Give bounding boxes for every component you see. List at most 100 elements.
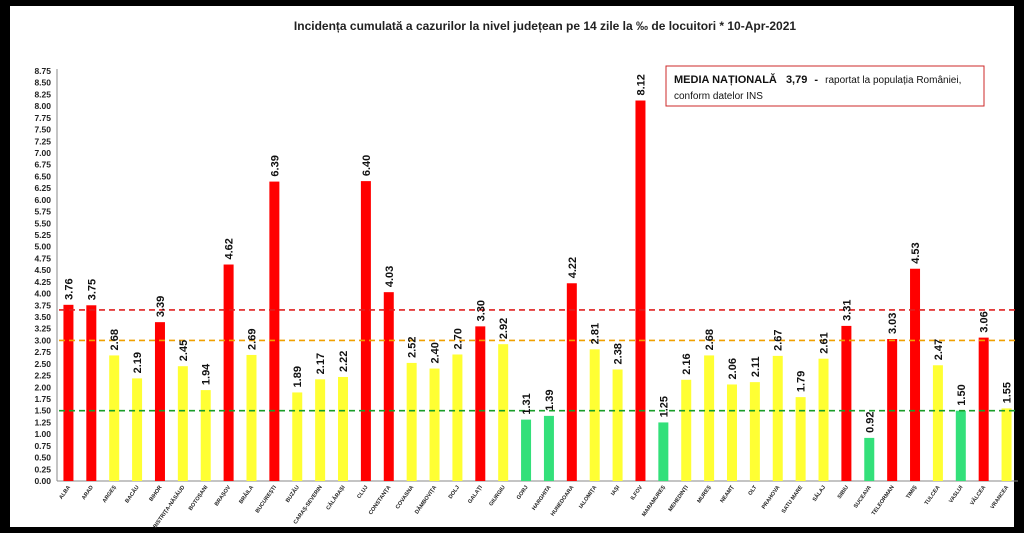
bar xyxy=(955,410,966,481)
data-label: 2.92 xyxy=(498,318,510,339)
x-tick-label: DÂMBOVIȚA xyxy=(413,484,438,515)
data-label: 2.22 xyxy=(338,351,350,372)
data-label: 0.92 xyxy=(864,411,876,432)
data-label: 2.67 xyxy=(773,329,785,350)
y-tick-label: 8.50 xyxy=(34,78,51,88)
y-tick-label: 1.25 xyxy=(34,417,51,427)
data-label: 1.79 xyxy=(796,371,808,392)
data-label: 4.22 xyxy=(567,257,579,278)
x-tick-label: VÂLCEA xyxy=(969,484,988,507)
y-tick-label: 8.00 xyxy=(34,101,51,111)
bar xyxy=(177,366,188,481)
data-label: 2.52 xyxy=(407,336,419,357)
x-tick-label: SIBIU xyxy=(837,485,850,500)
y-axis: 0.000.250.500.751.001.251.501.752.002.25… xyxy=(34,66,1018,486)
bar xyxy=(841,325,852,481)
y-tick-label: 5.75 xyxy=(34,207,51,217)
bar xyxy=(475,326,486,481)
y-tick-label: 6.50 xyxy=(34,171,51,181)
bar xyxy=(589,349,600,481)
bar xyxy=(543,415,554,481)
data-label: 2.68 xyxy=(109,329,121,350)
y-tick-label: 2.50 xyxy=(34,359,51,369)
bar xyxy=(223,264,234,481)
data-label: 2.11 xyxy=(750,356,762,377)
data-label: 2.45 xyxy=(178,340,190,361)
x-tick-label: CONSTANȚA xyxy=(368,485,392,516)
y-tick-label: 8.25 xyxy=(34,89,51,99)
y-tick-label: 0.75 xyxy=(34,441,51,451)
y-tick-label: 7.75 xyxy=(34,113,51,123)
bar xyxy=(704,355,715,481)
bar xyxy=(292,392,303,481)
chart-title: Incidența cumulată a cazurilor la nivel … xyxy=(294,19,796,33)
national-average-dash: - xyxy=(814,74,818,86)
x-tick-label: VRANCEA xyxy=(990,485,1011,511)
y-tick-label: 4.75 xyxy=(34,253,51,263)
x-tick-label: TULCEA xyxy=(924,485,942,507)
national-average-box xyxy=(665,65,985,107)
x-tick-label: COVASNA xyxy=(395,485,415,511)
x-tick-label: MARAMUREȘ xyxy=(641,484,667,517)
bar xyxy=(63,304,74,481)
y-tick-label: 6.75 xyxy=(34,160,51,170)
data-label: 2.69 xyxy=(246,329,258,350)
data-label: 2.38 xyxy=(613,343,625,364)
bars-group xyxy=(63,100,1012,482)
x-tick-label: SUCEAVA xyxy=(853,485,873,510)
bar xyxy=(521,419,532,481)
bar xyxy=(109,355,120,481)
y-tick-label: 5.00 xyxy=(34,242,51,252)
data-label: 3.39 xyxy=(155,296,167,317)
bar xyxy=(681,379,692,481)
y-tick-label: 1.75 xyxy=(34,394,51,404)
data-label: 4.53 xyxy=(910,242,922,263)
national-average-note: MEDIA NAȚIONALĂ 3,79 - raportat la popul… xyxy=(665,65,985,107)
national-average-text-line2: conform datelor INS xyxy=(674,91,763,102)
y-tick-label: 4.25 xyxy=(34,277,51,287)
bar xyxy=(910,268,921,481)
bar xyxy=(932,365,943,481)
data-label: 3.31 xyxy=(841,299,853,320)
x-tick-label: BACĂU xyxy=(124,484,141,504)
x-tick-label: ALBA xyxy=(58,485,72,501)
national-average-heading: MEDIA NAȚIONALĂ xyxy=(674,73,777,86)
x-tick-label: ILFOV xyxy=(630,484,644,501)
y-tick-label: 0.50 xyxy=(34,453,51,463)
data-label: 3.76 xyxy=(63,278,75,299)
x-tick-label: GALAȚI xyxy=(467,484,484,505)
national-average-text-line1: raportat la populația României, xyxy=(825,75,961,86)
y-tick-label: 6.25 xyxy=(34,183,51,193)
bar xyxy=(86,305,97,481)
data-label: 6.39 xyxy=(269,155,281,176)
bar xyxy=(498,344,509,481)
data-label: 2.16 xyxy=(681,353,693,374)
x-tick-label: ARAD xyxy=(81,485,95,501)
x-tick-label: NEAMȚ xyxy=(719,484,735,504)
data-label: 2.06 xyxy=(727,358,739,379)
data-label: 2.40 xyxy=(430,342,442,363)
y-tick-label: 8.75 xyxy=(34,66,51,76)
x-tick-label: MUREȘ xyxy=(696,484,712,504)
bar xyxy=(154,322,165,481)
data-label: 1.89 xyxy=(292,366,304,387)
x-tick-label: CLUJ xyxy=(356,485,369,500)
bar xyxy=(612,369,623,481)
data-label: 1.31 xyxy=(521,393,533,414)
y-tick-label: 0.25 xyxy=(34,464,51,474)
y-tick-label: 3.25 xyxy=(34,324,51,334)
x-tick-label: OLT xyxy=(748,484,759,497)
x-tick-label: HUNEDOARA xyxy=(550,485,575,518)
x-tick-label: GIURGIU xyxy=(488,485,506,508)
data-label: 4.62 xyxy=(224,238,236,259)
y-tick-label: 5.25 xyxy=(34,230,51,240)
x-tick-label: BIHOR xyxy=(149,485,164,503)
bar xyxy=(132,378,143,481)
x-tick-label: SATU MARE xyxy=(781,484,805,514)
y-tick-label: 2.00 xyxy=(34,382,51,392)
data-label: 3.75 xyxy=(86,279,98,300)
data-label: 6.40 xyxy=(361,155,373,176)
bar xyxy=(338,376,349,481)
